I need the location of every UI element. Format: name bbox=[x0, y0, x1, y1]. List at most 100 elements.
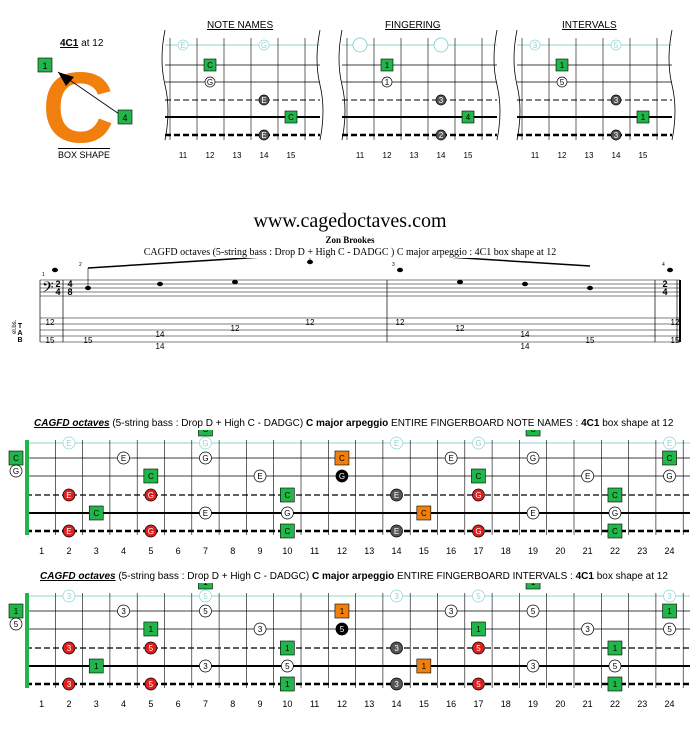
fret-marker bbox=[472, 488, 485, 502]
mini-title-intervals: INTERVALS bbox=[562, 20, 617, 31]
mini-top-marker-label: 5 bbox=[614, 41, 619, 50]
board2-title-box: 4C1 bbox=[575, 571, 594, 582]
fretboard-intervals: 1 2 3 4 5 6 7 8 9 10 11 12 13 14 15 16 17 18 19 20 21 22 23 243… bbox=[8, 583, 690, 709]
fret-number: 7 bbox=[203, 699, 208, 709]
fret-marker-label: 1 bbox=[613, 680, 618, 689]
fret-marker bbox=[663, 589, 676, 603]
fret-marker bbox=[144, 677, 158, 691]
fret-marker bbox=[62, 641, 76, 655]
mini-fret-number: 15 bbox=[287, 151, 296, 160]
fret-marker bbox=[199, 589, 212, 603]
fret-marker bbox=[581, 622, 595, 636]
box-finger-bottom: 4 bbox=[122, 113, 127, 123]
tab-number: 14 bbox=[521, 342, 530, 351]
fret-marker bbox=[526, 604, 540, 618]
fret-marker bbox=[444, 604, 458, 618]
note-head bbox=[157, 281, 163, 287]
fret-marker-label: E bbox=[203, 509, 208, 518]
fret-marker-label: G bbox=[202, 454, 208, 463]
fret-marker bbox=[607, 487, 623, 503]
fret-marker bbox=[144, 488, 158, 502]
mini-fret-number: 11 bbox=[531, 151, 540, 160]
mini-third-marker bbox=[435, 129, 447, 141]
tab-number: 12 bbox=[46, 318, 55, 327]
fret-marker bbox=[253, 469, 267, 483]
fret-number: 10 bbox=[282, 699, 292, 709]
mini-top-marker bbox=[529, 39, 541, 51]
fret-marker-label: 1 bbox=[285, 644, 290, 653]
board1-header: CAGFD octaves (5-string bass : Drop D + … bbox=[34, 418, 673, 429]
fret-number: 16 bbox=[446, 546, 456, 556]
fret-marker-label: E bbox=[66, 527, 71, 536]
mini-fret-number: 12 bbox=[558, 151, 567, 160]
fret-number: 24 bbox=[665, 699, 675, 709]
mini-fret-number: 12 bbox=[206, 151, 215, 160]
mini-root-marker bbox=[555, 58, 569, 72]
fret-number: 7 bbox=[203, 546, 208, 556]
fret-marker bbox=[62, 488, 76, 502]
fret-marker-label: C bbox=[530, 430, 536, 434]
fret-marker bbox=[526, 451, 540, 465]
fret-number: 4 bbox=[121, 699, 126, 709]
note-head bbox=[587, 285, 593, 291]
fret-marker-label: 1 bbox=[14, 607, 19, 616]
fret-marker bbox=[663, 469, 676, 483]
mini-root-marker-label: 1 bbox=[385, 61, 390, 70]
fret-marker bbox=[199, 659, 212, 673]
fret-marker bbox=[525, 583, 541, 590]
fret-marker bbox=[390, 436, 403, 450]
fret-number: 3 bbox=[94, 699, 99, 709]
fret-marker-label: 5 bbox=[476, 644, 481, 653]
fret-marker bbox=[9, 464, 23, 478]
mini-nut-break bbox=[161, 30, 169, 141]
mini-root-marker-label: 1 bbox=[560, 61, 565, 70]
time-sig-top: 2 bbox=[55, 279, 60, 289]
fret-marker bbox=[144, 524, 158, 538]
fret-number: 22 bbox=[610, 699, 620, 709]
fret-marker bbox=[390, 488, 403, 502]
fret-marker-label: E bbox=[257, 472, 262, 481]
mini-third-marker bbox=[610, 129, 622, 141]
fret-marker bbox=[62, 436, 76, 450]
fret-marker-label: 3 bbox=[203, 662, 208, 671]
fret-marker bbox=[334, 450, 350, 466]
fret-marker bbox=[144, 641, 158, 655]
fret-marker bbox=[198, 583, 213, 590]
fret-marker bbox=[663, 622, 676, 636]
tab-letter: T bbox=[18, 323, 23, 330]
note-head bbox=[232, 279, 238, 285]
fret-number: 14 bbox=[392, 546, 402, 556]
mini-root-marker bbox=[636, 110, 650, 124]
fret-number: 21 bbox=[583, 699, 593, 709]
board2-title-tail: ENTIRE FINGERBOARD INTERVALS : bbox=[394, 571, 576, 582]
mini-third-marker-label: 3 bbox=[614, 131, 619, 140]
mini-third-marker bbox=[435, 94, 447, 106]
fret-marker-label: 3 bbox=[449, 607, 454, 616]
fret-marker-label: 5 bbox=[14, 620, 19, 629]
tab-number: 12 bbox=[306, 318, 315, 327]
mini-fifth-marker bbox=[204, 76, 216, 88]
mini-fret-number: 15 bbox=[464, 151, 473, 160]
fret-number: 17 bbox=[473, 546, 483, 556]
fret-marker-label: 1 bbox=[531, 583, 536, 587]
time-sig-top: 2 bbox=[662, 279, 667, 289]
fret-marker-label: 1 bbox=[422, 662, 427, 671]
fret-number: 13 bbox=[364, 546, 374, 556]
fret-marker bbox=[88, 505, 104, 521]
fret-number: 10 bbox=[282, 546, 292, 556]
fret-marker bbox=[390, 677, 403, 691]
mini-top-marker bbox=[610, 39, 622, 51]
fret-marker-label: E bbox=[121, 454, 126, 463]
fret-marker-label: 3 bbox=[667, 592, 672, 601]
fret-number: 11 bbox=[310, 546, 319, 556]
fret-number: 19 bbox=[528, 546, 538, 556]
fret-number: 1 bbox=[39, 546, 44, 556]
fret-number: 13 bbox=[364, 699, 374, 709]
fret-marker-label: C bbox=[612, 527, 618, 536]
fret-number: 8 bbox=[230, 546, 235, 556]
fret-number: 15 bbox=[419, 546, 429, 556]
fret-marker-label: 1 bbox=[149, 625, 154, 634]
fret-marker bbox=[117, 451, 130, 465]
